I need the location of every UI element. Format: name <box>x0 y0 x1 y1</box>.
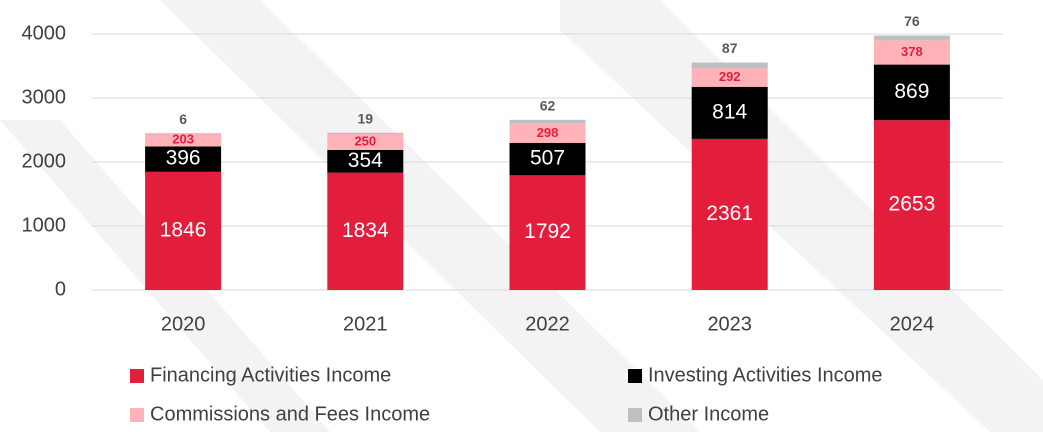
legend-swatch <box>130 369 144 383</box>
legend-swatch <box>130 408 144 422</box>
bar-segment <box>327 133 404 150</box>
x-tick-label: 2023 <box>707 313 752 335</box>
value-label: 507 <box>530 147 565 170</box>
value-label: 250 <box>354 133 376 148</box>
value-label: 814 <box>712 100 747 123</box>
bar-segment <box>873 64 950 121</box>
y-tick-label: 3000 <box>22 86 67 108</box>
y-tick-label: 2000 <box>22 150 67 172</box>
value-label: 6 <box>179 111 187 127</box>
y-tick-label: 4000 <box>22 22 67 44</box>
bar-segment <box>145 146 222 172</box>
bar-segment <box>691 138 768 290</box>
legend-label: Commissions and Fees Income <box>150 403 430 425</box>
watermark-stripe <box>560 0 1043 432</box>
value-label: 203 <box>172 131 194 146</box>
value-label: 298 <box>537 125 559 140</box>
value-label: 354 <box>348 149 383 172</box>
bar-segment <box>873 40 950 65</box>
value-label: 2653 <box>889 193 936 216</box>
y-tick-label: 0 <box>55 278 66 300</box>
legend-swatch <box>628 408 642 422</box>
bar-segment <box>509 119 586 124</box>
bar-segment <box>509 175 586 290</box>
value-label: 396 <box>166 147 201 170</box>
bar-segment <box>327 149 404 173</box>
bar-segment <box>691 68 768 87</box>
legend-label: Other Income <box>648 403 769 425</box>
bar-segment <box>691 62 768 69</box>
bar-segment <box>873 120 950 290</box>
bar-segment <box>509 142 586 176</box>
watermark-stripe <box>160 0 700 432</box>
legend-label: Investing Activities Income <box>648 364 883 386</box>
bar-segment <box>327 132 404 134</box>
value-label: 1792 <box>524 220 571 243</box>
value-label: 19 <box>358 110 374 126</box>
value-label: 1834 <box>342 219 389 242</box>
legend-label: Financing Activities Income <box>150 364 391 386</box>
x-tick-label: 2021 <box>343 313 388 335</box>
value-label: 292 <box>719 69 741 84</box>
value-label: 378 <box>901 44 923 59</box>
x-tick-label: 2022 <box>525 313 570 335</box>
value-label: 76 <box>904 13 920 29</box>
bar-segment <box>327 172 404 290</box>
x-tick-label: 2024 <box>890 313 935 335</box>
legend-swatch <box>628 369 642 383</box>
bar-segment <box>145 133 222 147</box>
value-label: 87 <box>722 40 738 56</box>
bar-segment <box>873 35 950 41</box>
x-tick-label: 2020 <box>161 313 206 335</box>
bar-segment <box>691 86 768 139</box>
bar-segment <box>145 171 222 290</box>
bar-segment <box>509 123 586 143</box>
y-tick-label: 1000 <box>22 214 67 236</box>
value-label: 869 <box>894 80 929 103</box>
value-label: 1846 <box>160 218 207 241</box>
value-label: 62 <box>540 98 556 114</box>
value-label: 2361 <box>706 202 753 225</box>
